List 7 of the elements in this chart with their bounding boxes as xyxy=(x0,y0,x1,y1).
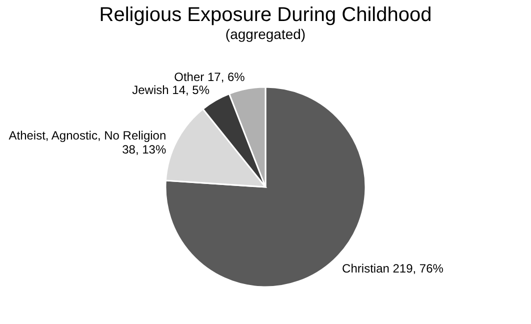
data-label: 38, 13% xyxy=(122,142,166,156)
slice-label: Jewish 14, 5% xyxy=(132,83,210,98)
chart-subtitle: (aggregated) xyxy=(225,26,306,42)
slice-label: Christian 219, 76% xyxy=(342,262,444,276)
slice-label: Other 17, 6% xyxy=(174,70,246,84)
slice-label: Atheist, Agnostic, No Religion xyxy=(8,128,166,142)
chart-title: Religious Exposure During Childhood xyxy=(99,4,432,26)
